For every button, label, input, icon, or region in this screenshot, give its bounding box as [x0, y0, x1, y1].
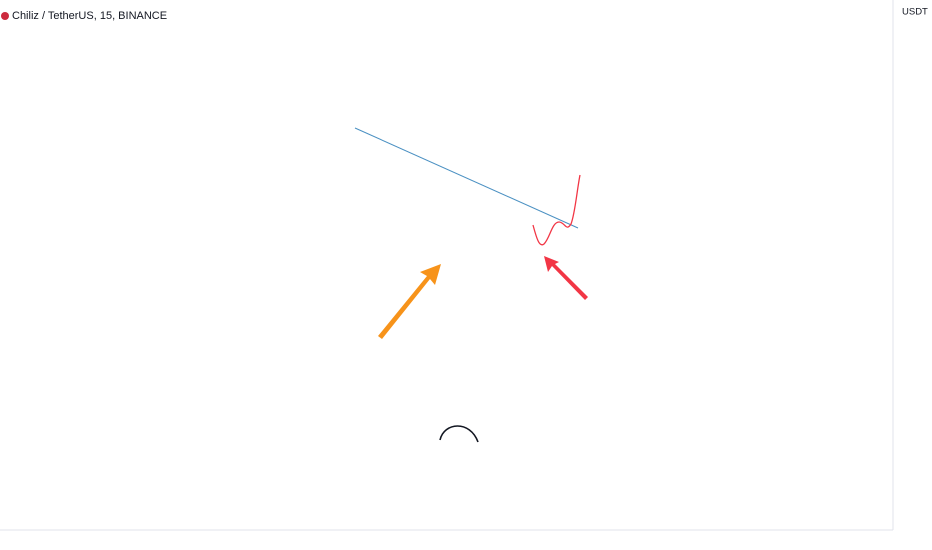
- chart-title: Chiliz / TetherUS, 15, BINANCE: [12, 10, 167, 22]
- volume-arc: [439, 425, 479, 443]
- symbol-icon: [1, 12, 9, 20]
- trend-line: [354, 127, 579, 229]
- forecast-path: [532, 174, 581, 246]
- currency-label: USDT: [902, 7, 928, 18]
- orange-arrow: [378, 264, 441, 339]
- red-arrow: [544, 256, 588, 300]
